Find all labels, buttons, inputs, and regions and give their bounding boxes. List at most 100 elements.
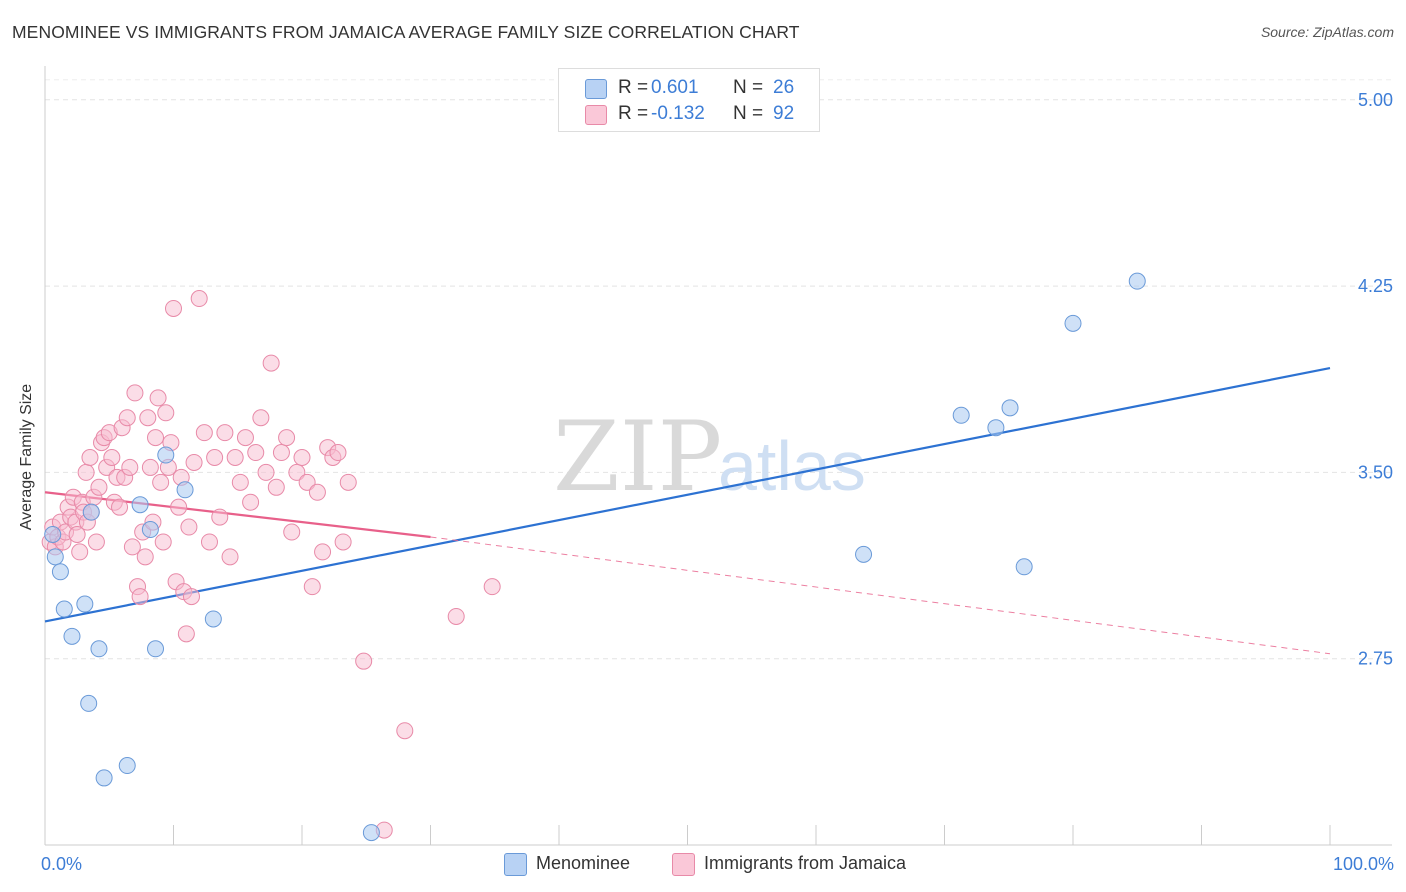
legend-r-label: R =	[618, 77, 649, 98]
legend-n-label: N =	[733, 77, 764, 98]
data-point-jamaica	[293, 449, 311, 466]
gridlines	[45, 79, 1392, 660]
data-point-menominee	[987, 419, 1005, 437]
data-point-jamaica	[211, 508, 229, 526]
x-tick-label: 100.0%	[1333, 854, 1394, 874]
data-point-jamaica	[195, 424, 213, 442]
data-point-jamaica	[68, 526, 86, 544]
data-point-menominee	[147, 640, 165, 658]
watermark-atlas: atlas	[718, 427, 866, 505]
trend-line-extension	[430, 536, 1331, 655]
data-point-jamaica	[121, 458, 139, 476]
data-point-jamaica	[355, 652, 373, 670]
bottom-legend-label-menominee: Menominee	[536, 853, 631, 873]
axes	[44, 66, 1392, 846]
data-point-menominee	[95, 769, 113, 787]
data-point-jamaica	[170, 498, 188, 516]
data-point-jamaica	[272, 444, 290, 462]
data-point-jamaica	[165, 299, 182, 317]
data-point-jamaica	[87, 533, 105, 551]
data-point-jamaica	[131, 588, 149, 606]
data-point-jamaica	[308, 483, 326, 501]
data-point-jamaica	[118, 409, 136, 427]
data-point-jamaica	[123, 538, 141, 556]
chart-title: MENOMINEE VS IMMIGRANTS FROM JAMAICA AVE…	[12, 22, 800, 42]
data-point-menominee	[362, 824, 380, 842]
legend-n-value: 26	[773, 77, 795, 98]
y-tick-label: 2.75	[1358, 649, 1393, 669]
data-point-jamaica	[141, 458, 159, 476]
data-point-jamaica	[216, 424, 234, 442]
bottom-legend-swatch-jamaica	[672, 853, 695, 876]
data-point-jamaica	[185, 453, 203, 471]
data-point-jamaica	[447, 607, 465, 625]
data-point-jamaica	[157, 404, 175, 422]
data-point-menominee	[1001, 399, 1019, 417]
data-point-menominee	[90, 640, 108, 658]
data-point-jamaica	[252, 409, 270, 427]
legend-swatch-jamaica	[585, 105, 607, 125]
data-point-menominee	[176, 481, 194, 499]
data-point-jamaica	[180, 518, 198, 536]
data-point-jamaica	[190, 290, 208, 308]
data-point-jamaica	[77, 463, 95, 481]
data-point-jamaica	[396, 722, 414, 740]
trend-line-jamaica	[44, 491, 431, 539]
data-point-jamaica	[334, 533, 352, 551]
data-point-jamaica	[262, 354, 280, 372]
data-point-jamaica	[483, 578, 501, 596]
data-point-jamaica	[257, 463, 275, 481]
data-point-jamaica	[71, 543, 89, 561]
data-point-jamaica	[283, 523, 301, 541]
data-point-jamaica	[242, 493, 260, 511]
data-point-jamaica	[231, 473, 249, 491]
data-point-jamaica	[298, 473, 316, 491]
trend-line-menominee	[44, 366, 1331, 623]
data-point-jamaica	[314, 543, 332, 561]
tick-labels: 5.00 4.25 3.50 2.75 0.0% 100.0%	[41, 90, 1394, 874]
data-point-jamaica	[226, 449, 244, 466]
data-point-jamaica	[177, 625, 195, 643]
source-label: Source: ZipAtlas.com	[1260, 24, 1394, 40]
data-point-menominee	[46, 548, 64, 566]
data-point-jamaica	[152, 473, 170, 491]
y-tick-label: 5.00	[1358, 90, 1393, 110]
data-point-menominee	[1064, 314, 1082, 332]
legend: R = 0.601 N = 26 R = -0.132 N = 92	[558, 68, 820, 132]
bottom-legend-swatch-menominee	[504, 853, 527, 876]
legend-swatch-menominee	[585, 79, 607, 99]
data-point-jamaica	[154, 533, 172, 551]
data-point-jamaica	[81, 449, 99, 466]
data-point-menominee	[141, 521, 159, 539]
x-tick-label: 0.0%	[41, 854, 82, 874]
data-point-menominee	[44, 526, 62, 544]
data-point-jamaica	[329, 444, 347, 462]
data-point-jamaica	[221, 548, 239, 566]
data-point-menominee	[51, 563, 69, 581]
data-point-jamaica	[147, 429, 165, 447]
legend-r-label: R =	[618, 103, 649, 124]
data-point-jamaica	[247, 444, 265, 462]
data-point-jamaica	[90, 478, 108, 496]
legend-n-label: N =	[733, 103, 764, 124]
data-point-jamaica	[149, 389, 167, 407]
data-point-menominee	[55, 600, 73, 618]
data-point-jamaica	[303, 578, 321, 596]
y-tick-label: 3.50	[1358, 462, 1393, 482]
data-point-jamaica	[103, 449, 121, 466]
data-point-menominee	[76, 595, 94, 613]
data-point-menominee	[80, 694, 98, 712]
data-point-jamaica	[136, 548, 154, 566]
bottom-legend-label-jamaica: Immigrants from Jamaica	[704, 853, 907, 873]
legend-r-value: 0.601	[651, 77, 699, 98]
data-point-menominee	[118, 757, 136, 775]
legend-r-value: -0.132	[651, 103, 705, 124]
data-point-jamaica	[200, 533, 218, 551]
data-point-jamaica	[278, 429, 296, 447]
data-point-menominee	[204, 610, 222, 628]
data-point-jamaica	[236, 429, 254, 447]
data-point-menominee	[63, 627, 81, 645]
data-point-jamaica	[126, 384, 144, 402]
data-point-menominee	[1128, 272, 1146, 290]
